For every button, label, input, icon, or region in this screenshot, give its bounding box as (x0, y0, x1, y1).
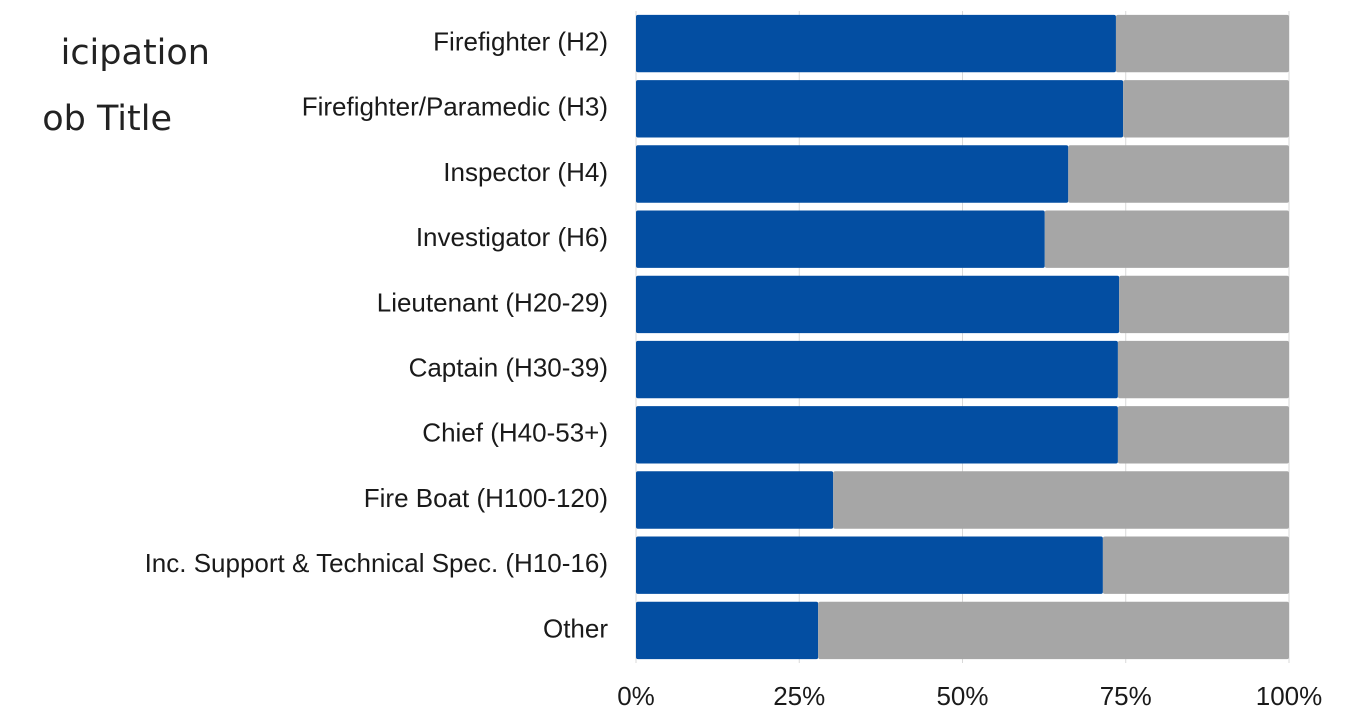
x-tick-label: 25% (773, 681, 825, 711)
y-tick-label: Firefighter (H2) (433, 26, 608, 56)
bar-segment (1068, 145, 1289, 203)
bar-segment (636, 340, 1118, 399)
x-tick-label: 75% (1100, 681, 1152, 711)
bar-segment (1102, 536, 1289, 594)
bar-segment (636, 210, 1045, 268)
bar-segment (1123, 80, 1289, 138)
bar-segment (1119, 275, 1289, 334)
bar-segment (636, 275, 1120, 334)
y-tick-label: Fire Boat (H100-120) (364, 483, 608, 513)
y-tick-label: Lieutenant (H20-29) (377, 287, 608, 317)
chart-title: icipation (61, 33, 210, 73)
bar-segment (833, 471, 1289, 529)
y-tick-label: Captain (H30-39) (409, 352, 608, 382)
bar-segment (636, 601, 819, 660)
x-tick-label: 100% (1256, 681, 1323, 711)
y-tick-label: Other (543, 613, 608, 643)
bar-segment (636, 80, 1124, 138)
x-tick-label: 0% (617, 681, 655, 711)
bar-segment (636, 145, 1069, 203)
y-tick-label: Investigator (H6) (416, 222, 608, 252)
bar-segment (1117, 406, 1289, 464)
y-tick-label: Firefighter/Paramedic (H3) (302, 92, 608, 122)
x-tick-label: 50% (936, 681, 988, 711)
bar-segment (1117, 340, 1289, 399)
bar-segment (1044, 210, 1289, 268)
bar-segment (636, 471, 834, 529)
y-tick-label: Inspector (H4) (443, 157, 608, 187)
bar-segment (818, 601, 1289, 660)
bar-segment (1115, 14, 1289, 73)
bar-segment (636, 14, 1116, 73)
y-tick-label: Inc. Support & Technical Spec. (H10-16) (145, 548, 608, 578)
y-tick-label: Chief (H40-53+) (422, 418, 608, 448)
chart-title: ob Title (42, 99, 172, 139)
bar-segment (636, 536, 1103, 594)
bar-segment (636, 406, 1118, 464)
